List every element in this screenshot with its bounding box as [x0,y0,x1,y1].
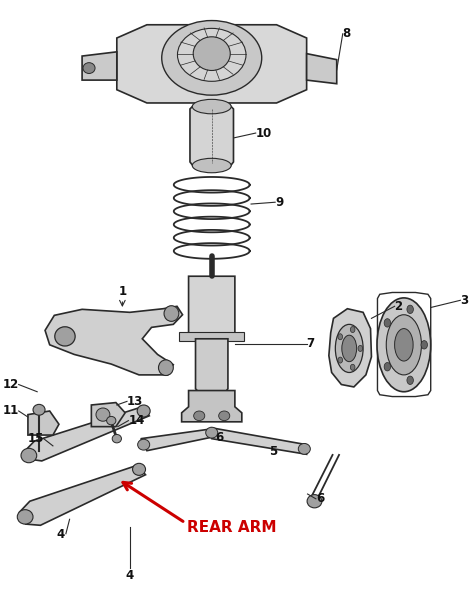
Polygon shape [189,276,235,339]
Polygon shape [190,104,234,168]
Ellipse shape [192,99,231,114]
Ellipse shape [338,357,343,363]
Polygon shape [82,52,117,80]
Ellipse shape [17,510,33,524]
Text: 1: 1 [118,285,127,298]
Text: 6: 6 [316,492,324,505]
Text: 15: 15 [27,432,44,445]
Text: REAR ARM: REAR ARM [187,520,277,535]
Polygon shape [19,465,146,525]
Ellipse shape [96,408,110,421]
Polygon shape [195,339,228,395]
Text: 10: 10 [255,127,272,139]
Ellipse shape [407,305,413,314]
Ellipse shape [194,411,205,421]
Text: 8: 8 [343,27,351,40]
Ellipse shape [421,341,428,349]
Text: 13: 13 [127,395,143,408]
Ellipse shape [107,417,116,425]
Text: 11: 11 [2,405,18,417]
Ellipse shape [133,463,146,475]
Ellipse shape [358,346,363,352]
Polygon shape [25,407,149,461]
Ellipse shape [206,428,218,438]
Ellipse shape [384,318,391,327]
Ellipse shape [177,28,246,81]
Polygon shape [91,403,125,427]
Polygon shape [28,411,59,435]
Polygon shape [179,332,244,341]
Ellipse shape [338,333,343,339]
Ellipse shape [21,448,36,463]
Ellipse shape [193,37,230,71]
Ellipse shape [137,405,150,417]
Ellipse shape [158,360,173,376]
Ellipse shape [407,376,413,385]
Ellipse shape [298,443,310,454]
Text: 4: 4 [126,569,134,582]
Ellipse shape [112,434,121,443]
Text: 7: 7 [307,337,315,350]
Ellipse shape [335,324,363,373]
Polygon shape [141,429,216,450]
Polygon shape [45,306,182,375]
Ellipse shape [192,159,231,172]
Polygon shape [212,428,307,454]
Ellipse shape [377,298,431,392]
Text: 14: 14 [128,414,145,427]
Polygon shape [182,391,242,422]
Text: 12: 12 [2,378,18,391]
Ellipse shape [350,327,355,332]
Ellipse shape [33,405,45,415]
Text: 5: 5 [269,446,277,458]
Ellipse shape [394,329,413,361]
Polygon shape [117,25,307,103]
Ellipse shape [384,362,391,371]
Text: 2: 2 [394,300,403,313]
Polygon shape [307,54,337,84]
Text: 4: 4 [57,528,65,541]
Text: 9: 9 [275,196,283,209]
Ellipse shape [137,439,150,450]
Ellipse shape [386,315,421,375]
Ellipse shape [164,306,179,321]
Ellipse shape [83,63,95,74]
Text: 3: 3 [460,294,468,307]
Ellipse shape [219,411,230,421]
Text: 6: 6 [216,431,224,444]
Ellipse shape [307,494,322,508]
Ellipse shape [350,364,355,370]
Ellipse shape [55,327,75,346]
Polygon shape [329,309,372,387]
Ellipse shape [162,21,262,95]
Ellipse shape [342,335,356,362]
